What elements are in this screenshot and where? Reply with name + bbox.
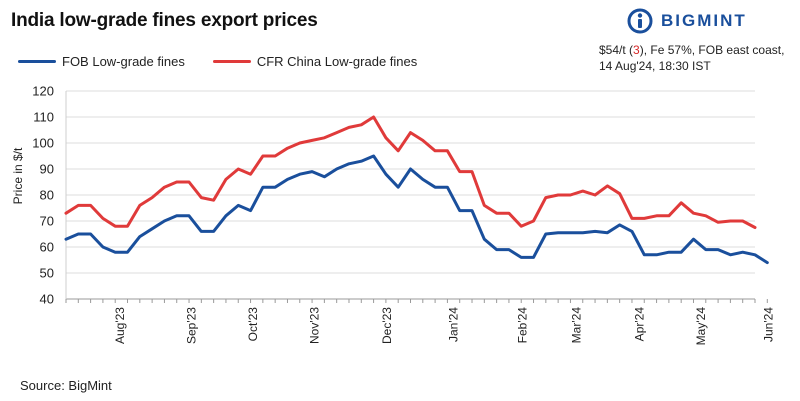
series-line-cfr xyxy=(64,115,757,229)
x-tick-label: Nov'23 xyxy=(308,307,322,344)
x-tick-label: Feb'24 xyxy=(515,307,529,344)
series-line-fob xyxy=(64,154,769,265)
x-tick-label: Aug'23 xyxy=(113,307,127,344)
x-tick-label: Mar'24 xyxy=(570,307,584,344)
price-note-line2: 14 Aug'24, 18:30 IST xyxy=(599,59,711,73)
y-tick-label-70: 70 xyxy=(40,214,54,229)
x-axis-ticks: Aug'23 Sep'23 Oct'23 Nov'23 Dec'23 Jan'24 Feb'… xyxy=(65,299,776,346)
x-tick-label: Jan'24 xyxy=(447,307,461,342)
chart-legend: FOB Low-grade fines CFR China Low-grade … xyxy=(18,54,417,69)
legend-swatch-fob xyxy=(18,60,56,63)
y-tick-label-50: 50 xyxy=(40,266,54,281)
price-note-line1: $54/t (3), Fe 57%, FOB east coast, xyxy=(599,43,785,57)
legend-item-fob: FOB Low-grade fines xyxy=(18,54,185,69)
legend-item-cfr: CFR China Low-grade fines xyxy=(212,54,418,69)
chart-title: India low-grade fines export prices xyxy=(11,10,318,31)
x-tick-label: Dec'23 xyxy=(380,307,394,344)
source-note: Source: BigMint xyxy=(20,378,112,393)
x-tick-label: May'24 xyxy=(694,307,708,346)
y-tick-label-80: 80 xyxy=(40,188,54,203)
y-axis-ticks: 40 50 60 70 80 90 100 110 120 xyxy=(32,84,54,307)
y-tick-label-110: 110 xyxy=(33,110,54,125)
chart-grid xyxy=(66,90,755,300)
y-tick-label-120: 120 xyxy=(32,84,54,99)
price-change: 3 xyxy=(633,43,640,57)
bigmint-logo-icon xyxy=(627,8,653,34)
bigmint-logo: BIGMINT xyxy=(627,8,747,34)
legend-label-cfr: CFR China Low-grade fines xyxy=(256,54,418,69)
y-tick-label-60: 60 xyxy=(40,240,54,255)
y-tick-label-90: 90 xyxy=(40,162,54,177)
x-tick-label: Oct'23 xyxy=(246,307,260,342)
series-lines xyxy=(64,115,769,265)
x-tick-label: Apr'24 xyxy=(632,307,646,342)
price-note: $54/t (3), Fe 57%, FOB east coast, 14 Au… xyxy=(599,42,784,74)
legend-swatch-cfr xyxy=(212,60,251,63)
x-tick-label: Sep'23 xyxy=(184,307,198,344)
x-tick-label: Jun'24 xyxy=(762,307,776,342)
brand-name: BIGMINT xyxy=(661,11,747,30)
y-tick-label-100: 100 xyxy=(32,136,54,151)
y-axis-label: Price in $/t xyxy=(11,147,25,204)
legend-label-fob: FOB Low-grade fines xyxy=(62,54,185,69)
y-tick-label-40: 40 xyxy=(40,292,54,307)
